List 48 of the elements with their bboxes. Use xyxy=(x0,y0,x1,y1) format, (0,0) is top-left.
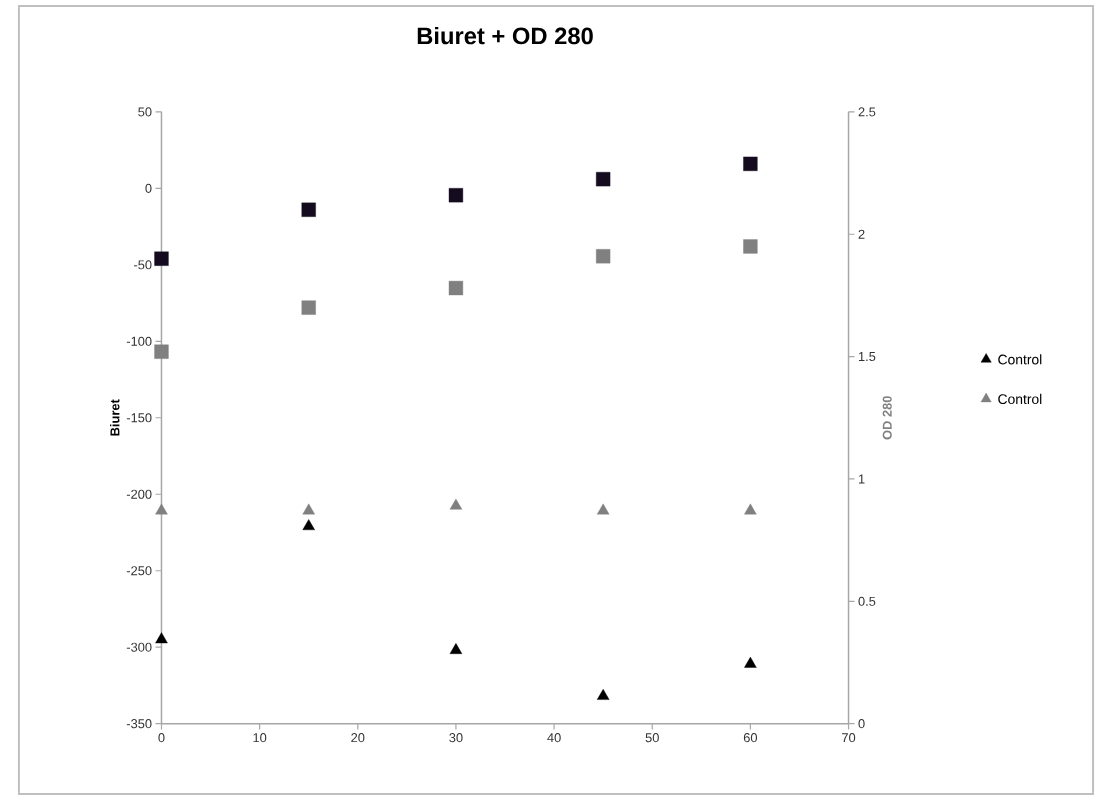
x-tick-label: 70 xyxy=(842,733,856,743)
y-tick-label: -300 xyxy=(126,642,152,652)
point xyxy=(155,632,168,644)
y2-tick-label: 1 xyxy=(858,474,865,484)
point xyxy=(596,503,610,515)
y2-tick-label: 0 xyxy=(858,719,865,729)
x-tick-label: 40 xyxy=(547,733,561,743)
point xyxy=(302,503,315,515)
y-tick-label: -250 xyxy=(126,566,152,576)
y-axis-title: Biuret xyxy=(110,399,120,436)
chart-title: Biuret + OD 280 xyxy=(417,26,593,45)
x-tick-label: 50 xyxy=(645,733,659,743)
legend-label: Control xyxy=(998,393,1042,405)
point xyxy=(301,300,316,315)
point xyxy=(744,656,757,668)
y-tick-label: -150 xyxy=(126,413,152,423)
point xyxy=(448,280,464,296)
y-tick-label: 0 xyxy=(145,183,152,193)
x-tick-label: 20 xyxy=(351,733,365,743)
legend-label: Control xyxy=(998,354,1042,365)
point xyxy=(155,503,168,515)
point xyxy=(596,172,611,187)
y2-tick-label: 1.5 xyxy=(858,352,876,362)
y-tick-label: 50 xyxy=(138,107,152,117)
x-tick-label: 10 xyxy=(253,733,267,743)
point xyxy=(448,188,464,203)
x-tick-label: 0 xyxy=(158,733,165,743)
y2-tick-label: 0.5 xyxy=(858,596,876,606)
y2-tick-label: 2 xyxy=(858,229,865,239)
x-tick-label: 60 xyxy=(743,733,758,743)
y-tick-label: -200 xyxy=(126,489,152,499)
point xyxy=(301,202,316,217)
y-tick-label: -100 xyxy=(126,336,152,346)
y-tick-label: -50 xyxy=(134,260,152,270)
point xyxy=(744,503,757,515)
y2-axis-title: OD 280 xyxy=(882,396,892,440)
point xyxy=(743,156,758,172)
point xyxy=(743,239,758,254)
y-tick-label: -350 xyxy=(126,719,152,729)
point xyxy=(449,498,463,510)
y2-tick-label: 2.5 xyxy=(858,107,876,117)
point xyxy=(154,344,169,359)
point xyxy=(154,251,169,266)
point xyxy=(596,249,611,264)
point xyxy=(449,643,463,654)
x-tick-label: 30 xyxy=(449,733,463,743)
point xyxy=(596,689,610,700)
point xyxy=(302,519,315,531)
